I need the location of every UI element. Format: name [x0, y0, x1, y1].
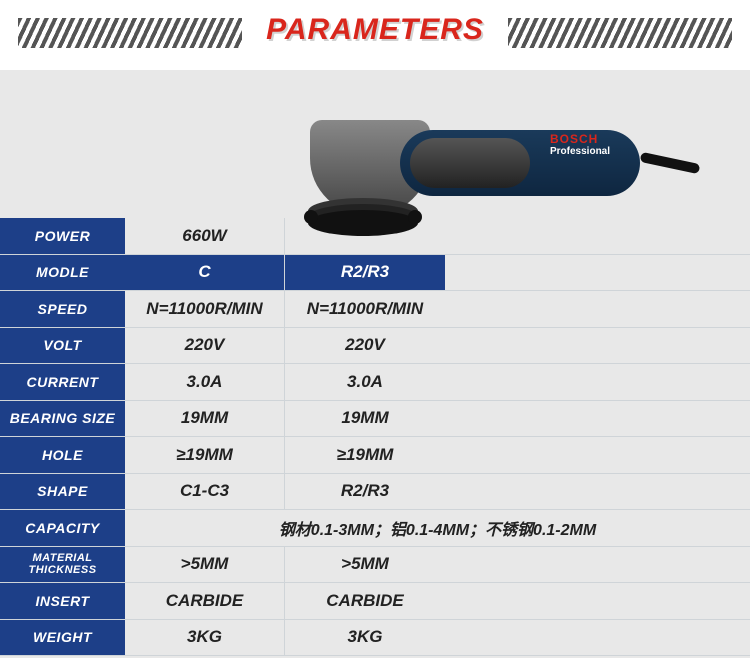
- spec-value-col2: 19MM: [285, 401, 445, 437]
- spec-value-col2: >5MM: [285, 547, 445, 583]
- spec-value-col1: 19MM: [125, 401, 285, 437]
- spec-label: CURRENT: [0, 364, 125, 400]
- spec-value-wide: 钢材0.1-3MM；铝0.1-4MM；不锈钢0.1-2MM: [125, 510, 750, 546]
- spec-row: POWER660W: [0, 218, 750, 255]
- spec-label: POWER: [0, 218, 125, 254]
- spec-value-col1: N=11000R/MIN: [125, 291, 285, 327]
- spec-value-col1: C1-C3: [125, 474, 285, 510]
- spec-value-col2: ≥19MM: [285, 437, 445, 473]
- spec-label: INSERT: [0, 583, 125, 619]
- spec-label: SHAPE: [0, 474, 125, 510]
- spec-row: VOLT220V220V: [0, 328, 750, 365]
- header: PARAMETERS: [0, 0, 750, 70]
- spec-label: WEIGHT: [0, 620, 125, 656]
- spec-label: MATERIAL THICKNESS: [0, 547, 125, 583]
- spec-value-col1: CARBIDE: [125, 583, 285, 619]
- spec-row: MATERIAL THICKNESS>5MM>5MM: [0, 547, 750, 584]
- spec-value-col2: CARBIDE: [285, 583, 445, 619]
- stripe-left: [18, 18, 242, 48]
- spec-row: HOLE≥19MM≥19MM: [0, 437, 750, 474]
- spec-value-col2: 3.0A: [285, 364, 445, 400]
- spec-value-col1: 220V: [125, 328, 285, 364]
- spec-label: MODLE: [0, 255, 125, 291]
- spec-value-col2: 3KG: [285, 620, 445, 656]
- spec-row: BEARING SIZE19MM19MM: [0, 401, 750, 438]
- spec-row: SHAPEC1-C3R2/R3: [0, 474, 750, 511]
- spec-value-col1: 3KG: [125, 620, 285, 656]
- spec-label: HOLE: [0, 437, 125, 473]
- page-title: PARAMETERS: [260, 13, 490, 47]
- spec-value-col1: 660W: [125, 218, 285, 254]
- spec-value-col1: 3.0A: [125, 364, 285, 400]
- spec-row: CURRENT3.0A3.0A: [0, 364, 750, 401]
- spec-label: BEARING SIZE: [0, 401, 125, 437]
- spec-value-col1: >5MM: [125, 547, 285, 583]
- spec-row: SPEEDN=11000R/MINN=11000R/MIN: [0, 291, 750, 328]
- spec-row: MODLECR2/R3: [0, 255, 750, 292]
- spec-value-col1: ≥19MM: [125, 437, 285, 473]
- brand-label: BOSCH: [550, 132, 598, 146]
- spec-label: VOLT: [0, 328, 125, 364]
- spec-row: INSERTCARBIDECARBIDE: [0, 583, 750, 620]
- spec-table: POWER660WMODLECR2/R3SPEEDN=11000R/MINN=1…: [0, 218, 750, 656]
- stripe-right: [508, 18, 732, 48]
- spec-label: CAPACITY: [0, 510, 125, 546]
- spec-value-col1: C: [125, 255, 285, 291]
- spec-row: WEIGHT3KG3KG: [0, 620, 750, 657]
- spec-value-col2: 220V: [285, 328, 445, 364]
- spec-row: CAPACITY钢材0.1-3MM；铝0.1-4MM；不锈钢0.1-2MM: [0, 510, 750, 547]
- spec-value-col2: R2/R3: [285, 474, 445, 510]
- spec-value-col2: N=11000R/MIN: [285, 291, 445, 327]
- spec-value-col2: [285, 218, 750, 254]
- spec-label: SPEED: [0, 291, 125, 327]
- brand-line: Professional: [550, 146, 610, 157]
